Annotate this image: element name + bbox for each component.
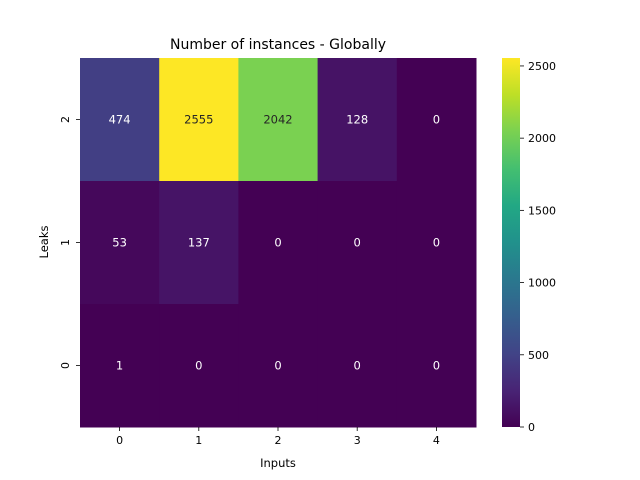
heatmap-cell (159, 304, 239, 428)
cell-value-label: 0 (354, 359, 361, 373)
heatmap-cell (317, 181, 398, 305)
colorbar-ticks: 0 500 1000 1500 2000 2500 (520, 60, 556, 434)
heatmap-cell (80, 181, 160, 305)
cell-value-label: 0 (195, 359, 202, 373)
x-tick-label: 4 (433, 434, 440, 447)
heatmap-cell (396, 181, 477, 305)
y-axis-ticks: 2 1 0 (59, 116, 80, 369)
x-tick-label: 3 (354, 434, 361, 447)
heatmap-cell (317, 58, 398, 182)
cell-value-label: 1 (116, 359, 123, 373)
y-axis-label: Leaks (37, 226, 51, 259)
cell-value-label: 0 (354, 236, 361, 250)
colorbar-tick-label: 1500 (528, 204, 556, 217)
cell-value-label: 0 (433, 236, 440, 250)
x-tick-label: 1 (195, 434, 202, 447)
heatmap-cell (80, 58, 160, 182)
heatmap-cell-labels: 474 2555 2042 128 0 53 137 0 0 0 1 0 0 0 0 (109, 113, 440, 373)
cell-value-label: 137 (188, 236, 210, 250)
heatmap-cell (238, 304, 319, 428)
heatmap-cell (238, 181, 319, 305)
heatmap-cell (396, 58, 477, 182)
y-tick-label: 2 (59, 116, 72, 123)
cell-value-label: 53 (112, 236, 127, 250)
cell-value-label: 474 (109, 113, 131, 127)
colorbar (502, 58, 520, 427)
heatmap-cells (80, 58, 477, 428)
chart-title: Number of instances - Globally (170, 37, 386, 53)
cell-value-label: 0 (433, 113, 440, 127)
colorbar-tick-label: 1000 (528, 277, 556, 290)
heatmap-cell (396, 304, 477, 428)
heatmap-cell (317, 304, 398, 428)
colorbar-tick-label: 0 (528, 421, 535, 434)
heatmap-cell (159, 181, 239, 305)
heatmap-cell (80, 304, 160, 428)
cell-value-label: 2555 (184, 113, 213, 127)
cell-value-label: 0 (274, 236, 281, 250)
heatmap-cell (159, 58, 239, 182)
y-tick-label: 1 (59, 239, 72, 246)
cell-value-label: 0 (274, 359, 281, 373)
cell-value-label: 0 (433, 359, 440, 373)
colorbar-tick-label: 2000 (528, 132, 556, 145)
colorbar-tick-label: 2500 (528, 60, 556, 73)
x-axis-ticks: 0 1 2 3 4 (116, 427, 440, 447)
x-axis-label: Inputs (260, 456, 296, 470)
cell-value-label: 2042 (263, 113, 292, 127)
heatmap-cell (238, 58, 319, 182)
x-tick-label: 0 (116, 434, 123, 447)
cell-value-label: 128 (346, 113, 368, 127)
x-tick-label: 2 (275, 434, 282, 447)
colorbar-tick-label: 500 (528, 349, 549, 362)
y-tick-label: 0 (59, 362, 72, 369)
